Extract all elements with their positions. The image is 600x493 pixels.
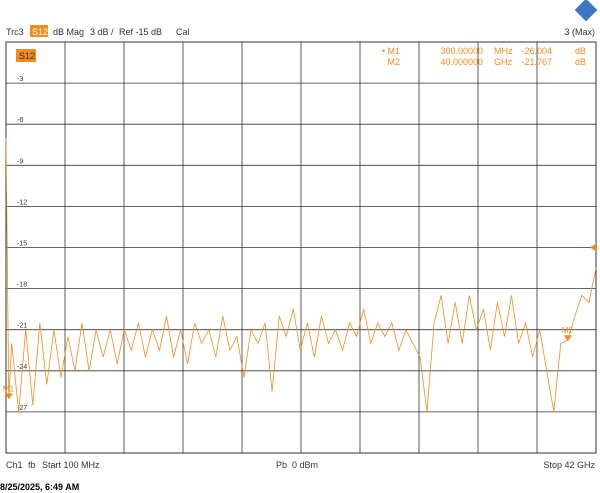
marker-label: M2 <box>562 326 574 335</box>
marker-table-cell: dB <box>575 57 586 67</box>
marker <box>4 393 13 400</box>
marker-table-cell: 300.00000 <box>440 46 483 56</box>
marker-table-cell: GHz <box>494 57 513 67</box>
y-tick-label: -18 <box>17 282 27 289</box>
footer-power: 0 dBm <box>292 460 318 470</box>
ref: Ref -15 dB <box>119 27 162 37</box>
y-tick-label: -9 <box>17 158 23 165</box>
marker-label: M1 <box>3 384 15 393</box>
scale: 3 dB / <box>90 27 114 37</box>
marker-table-cell: -26.004 <box>521 46 552 56</box>
trace-id: Trc3 <box>6 27 24 37</box>
format: dB Mag <box>53 27 84 37</box>
trace <box>5 137 597 412</box>
marker-table-cell: -21.767 <box>521 57 552 67</box>
y-tick-label: -3 <box>17 76 23 83</box>
timestamp: 8/25/2025, 6:49 AM <box>0 482 79 492</box>
footer-ch: Ch1 <box>6 460 23 470</box>
param: S12 <box>32 27 48 37</box>
trace-label: S12 <box>19 51 35 61</box>
y-tick-label: -21 <box>17 323 27 330</box>
marker-table-cell: • M1 <box>382 46 400 56</box>
y-tick-label: -15 <box>17 241 27 248</box>
footer-start: Start 100 MHz <box>42 460 100 470</box>
footer-pb: Pb <box>276 460 287 470</box>
marker <box>563 335 572 342</box>
trace-label-box <box>16 49 36 62</box>
footer-fb: fb <box>28 460 36 470</box>
y-tick-label: -27 <box>17 405 27 412</box>
ref-level-marker <box>590 243 596 252</box>
cal: Cal <box>176 27 190 37</box>
y-tick-label: -6 <box>17 117 23 124</box>
marker-table-cell: dB <box>575 46 586 56</box>
y-tick-label: -12 <box>17 199 27 206</box>
marker-table-cell: MHz <box>494 46 513 56</box>
marker-table-cell: M2 <box>387 57 400 67</box>
max-label: 3 (Max) <box>564 27 595 37</box>
param-box <box>30 25 48 37</box>
marker-table-cell: 40.000000 <box>440 57 483 67</box>
footer-stop: Stop 42 GHz <box>543 460 595 470</box>
